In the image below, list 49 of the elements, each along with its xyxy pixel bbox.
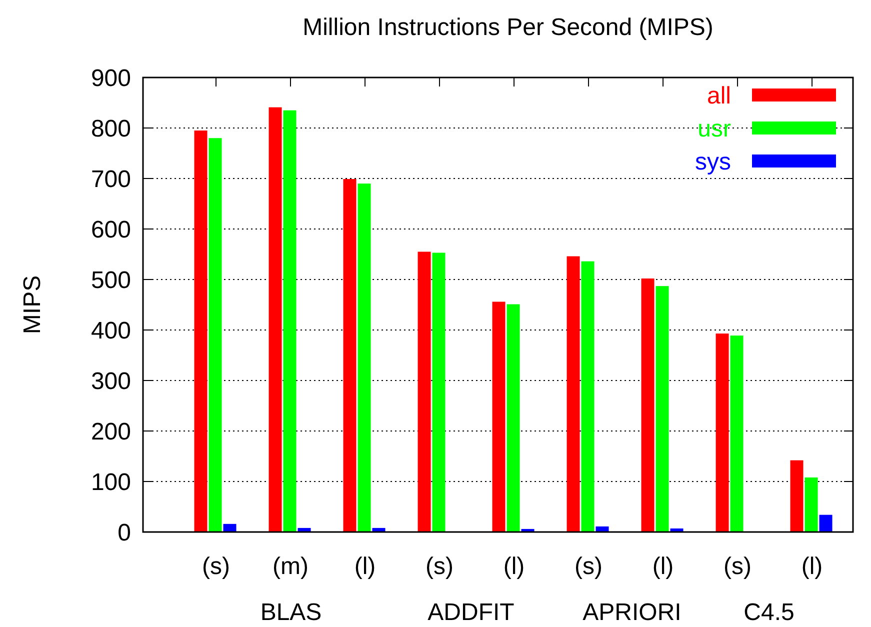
- bar: [596, 526, 609, 532]
- bar: [223, 524, 236, 532]
- bar: [566, 256, 580, 532]
- text: all: [706, 82, 731, 110]
- y-tick-label: 700: [90, 166, 131, 193]
- y-axis-title: MIPS: [19, 275, 46, 334]
- bar: [656, 286, 669, 532]
- text: ADDFIT: [428, 599, 515, 626]
- y-tick-label: 400: [90, 317, 131, 344]
- bar: [492, 302, 506, 532]
- y-tick-label: 100: [90, 468, 131, 496]
- bar: [283, 110, 296, 532]
- bar: [194, 130, 208, 532]
- y-tick-label: 600: [90, 216, 131, 244]
- bar: [432, 252, 446, 532]
- x-tick-label: (s): [574, 553, 603, 580]
- bar: [804, 477, 818, 532]
- chart-title: Million Instructions Per Second (MIPS): [302, 14, 714, 41]
- x-tick-label: (s): [202, 553, 230, 580]
- text: C4.5: [744, 599, 794, 626]
- x-tick-label: (s): [426, 553, 454, 580]
- bar: [358, 184, 371, 532]
- text: BLAS: [260, 599, 322, 626]
- x-tick-label: (l): [652, 553, 674, 580]
- text: APRIORI: [582, 599, 682, 626]
- y-tick-label: 800: [90, 115, 131, 142]
- legend-label: sys: [695, 148, 731, 176]
- y-tick-label: 0: [118, 519, 131, 546]
- bar: [418, 252, 431, 532]
- bar: [268, 107, 282, 532]
- legend-label: usr: [698, 115, 732, 142]
- bar: [641, 278, 654, 532]
- y-tick-label: 200: [90, 418, 131, 446]
- x-tick-label: (l): [354, 553, 376, 580]
- bar: [790, 460, 804, 532]
- bar: [343, 179, 356, 532]
- bar: [716, 334, 729, 532]
- y-tick-label: 500: [90, 266, 131, 294]
- bar: [208, 138, 222, 532]
- x-tick-label: (s): [724, 553, 752, 580]
- bar: [730, 336, 744, 532]
- bar: [506, 304, 520, 532]
- x-tick-label: (m): [272, 553, 309, 580]
- bar: [581, 261, 594, 532]
- y-tick-label: 900: [90, 64, 131, 92]
- bar: [819, 514, 832, 532]
- x-tick-label: (l): [801, 553, 823, 580]
- y-tick-label: 300: [90, 368, 131, 395]
- x-tick-label: (l): [503, 553, 525, 580]
